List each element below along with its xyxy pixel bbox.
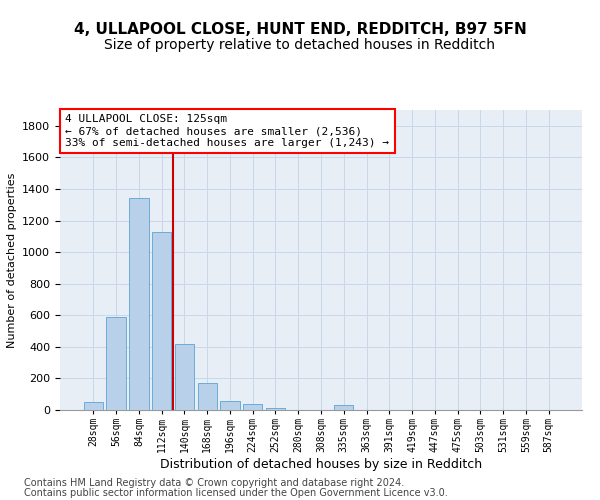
Bar [220, 400, 239, 410]
Bar [334, 406, 353, 410]
Y-axis label: Number of detached properties: Number of detached properties [7, 172, 17, 348]
Text: Size of property relative to detached houses in Redditch: Size of property relative to detached ho… [104, 38, 496, 52]
Bar [266, 408, 285, 410]
Bar [129, 198, 149, 410]
Bar [106, 317, 126, 410]
Bar [243, 404, 262, 410]
Bar [84, 402, 103, 410]
Bar [197, 383, 217, 410]
X-axis label: Distribution of detached houses by size in Redditch: Distribution of detached houses by size … [160, 458, 482, 471]
Text: Contains public sector information licensed under the Open Government Licence v3: Contains public sector information licen… [24, 488, 448, 498]
Text: 4 ULLAPOOL CLOSE: 125sqm
← 67% of detached houses are smaller (2,536)
33% of sem: 4 ULLAPOOL CLOSE: 125sqm ← 67% of detach… [65, 114, 389, 148]
Text: Contains HM Land Registry data © Crown copyright and database right 2024.: Contains HM Land Registry data © Crown c… [24, 478, 404, 488]
Bar [175, 344, 194, 410]
Text: 4, ULLAPOOL CLOSE, HUNT END, REDDITCH, B97 5FN: 4, ULLAPOOL CLOSE, HUNT END, REDDITCH, B… [74, 22, 526, 38]
Bar [152, 232, 172, 410]
